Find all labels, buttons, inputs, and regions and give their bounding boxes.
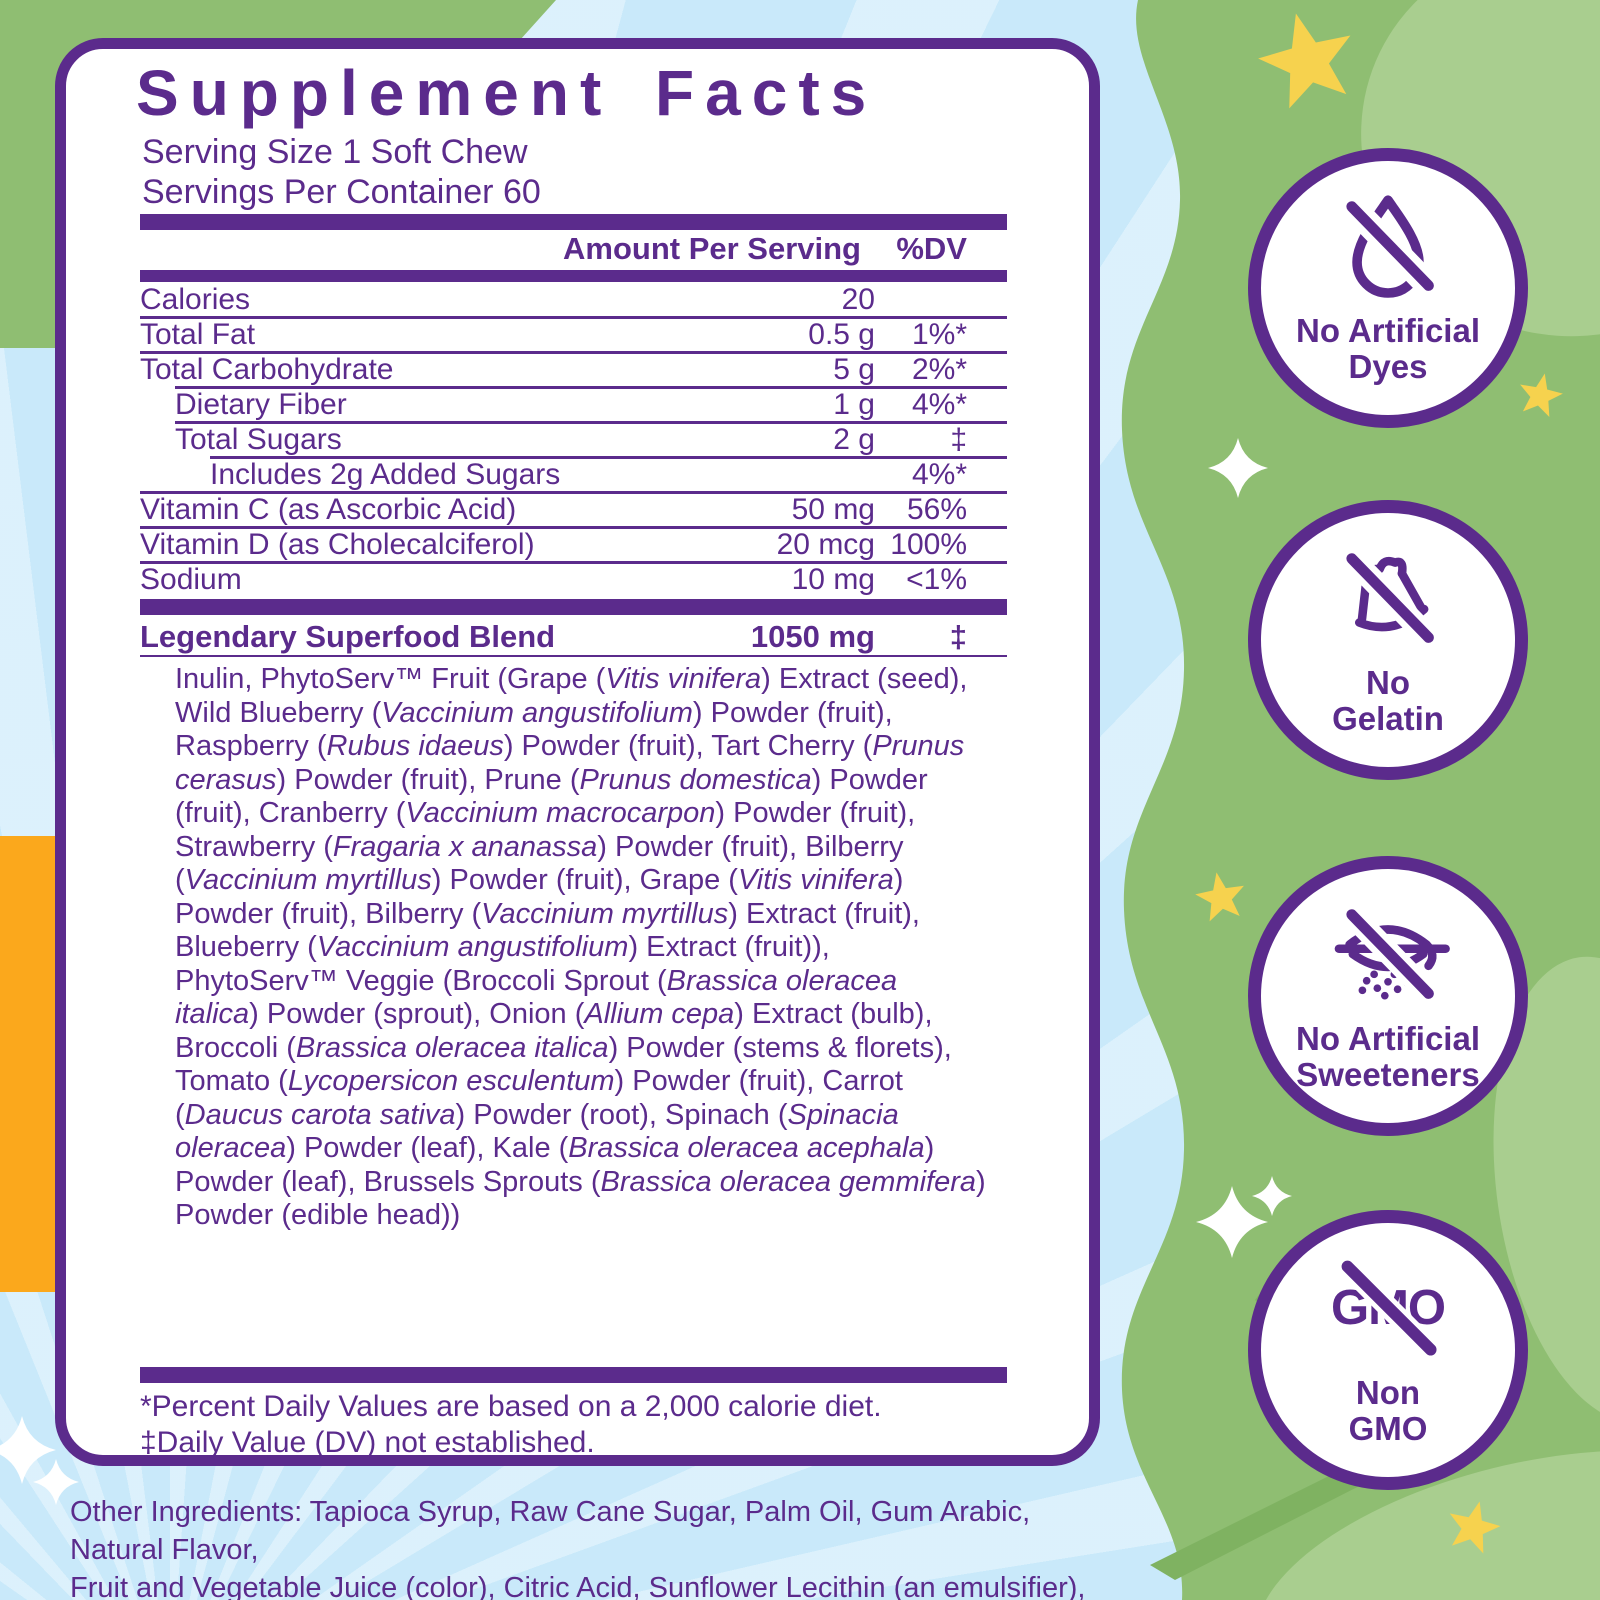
- star-icon: [1520, 373, 1563, 418]
- nutrition-cell-amount: 0.5 g: [808, 317, 875, 351]
- nutrition-row: Dietary Fiber 1 g 4%*: [140, 386, 1007, 422]
- badge-non-gmo: GMO Non GMO: [1248, 1210, 1528, 1490]
- divider-bar: [140, 1367, 1007, 1383]
- badge-label: No Gelatin: [1332, 665, 1444, 737]
- badge-no-gelatin: No Gelatin: [1248, 500, 1528, 780]
- nutrition-cell-dv: <1%: [906, 562, 967, 596]
- servings-per-container: Servings Per Container 60: [142, 173, 541, 211]
- other-ingredients: Other Ingredients: Tapioca Syrup, Raw Ca…: [70, 1493, 1100, 1600]
- nutrition-cell-label: Sodium: [140, 562, 242, 596]
- nutrition-row: Vitamin C (as Ascorbic Acid) 50 mg 56%: [140, 491, 1007, 527]
- nutrition-cell-label: Dietary Fiber: [175, 387, 347, 421]
- footnote-daily-values: *Percent Daily Values are based on a 2,0…: [140, 1390, 882, 1423]
- nutrition-row: Total Carbohydrate 5 g 2%*: [140, 351, 1007, 387]
- nutrition-rows: Calories 20 Total Fat 0.5 g 1%* Total Carbohy…: [140, 282, 1007, 597]
- badge-no-artificial-dyes: No Artificial Dyes: [1248, 148, 1528, 428]
- sparkle-icon: [1196, 1186, 1268, 1258]
- blend-amount: 1050 mg: [750, 619, 875, 654]
- blend-label: Legendary Superfood Blend: [140, 619, 556, 654]
- nutrition-cell-label: Vitamin C (as Ascorbic Acid): [140, 492, 517, 526]
- badge-no-artificial-sweeteners: No Artificial Sweeteners: [1248, 856, 1528, 1136]
- gelatin-crossed-icon: [1324, 531, 1452, 663]
- star-icon: [1258, 13, 1351, 109]
- nutrition-row: Vitamin D (as Cholecalciferol) 20 mcg 100%: [140, 526, 1007, 562]
- footnote-dv-not-established: ‡Daily Value (DV) not established.: [140, 1426, 595, 1459]
- ingredients-text: Inulin, PhytoServ™ Fruit (Grape (Vitis v…: [175, 663, 986, 1231]
- badge-label-line2: GMO: [1348, 1410, 1428, 1447]
- panel-title: Supplement Facts: [136, 57, 878, 129]
- nutrition-row: Total Fat 0.5 g 1%*: [140, 316, 1007, 352]
- nutrition-cell-amount: 20: [841, 282, 875, 316]
- sweetener-crossed-icon: [1324, 887, 1452, 1019]
- badge-label-line1: No: [1365, 664, 1410, 701]
- nutrition-cell-label: Total Fat: [140, 317, 256, 351]
- droplet-crossed-icon: [1324, 179, 1452, 311]
- other-ingredients-line2: Fruit and Vegetable Juice (color), Citri…: [70, 1572, 1086, 1600]
- badge-label: No Artificial Sweeteners: [1296, 1021, 1480, 1093]
- badge-label-line2: Gelatin: [1332, 700, 1444, 737]
- nutrition-cell-dv: 4%*: [911, 457, 967, 491]
- divider-bar: [140, 270, 1007, 282]
- badge-label-line1: Non: [1355, 1374, 1421, 1411]
- blend-dv: ‡: [949, 619, 967, 654]
- nutrition-cell-amount: 5 g: [833, 352, 875, 386]
- nutrition-cell-label: Calories: [140, 282, 251, 316]
- badge-label-line2: Dyes: [1348, 348, 1428, 385]
- nutrition-cell-dv: 100%: [890, 527, 967, 561]
- nutrition-cell-amount: 1 g: [833, 387, 875, 421]
- nutrition-cell-amount: 20 mcg: [776, 527, 875, 561]
- blend-row: Legendary Superfood Blend 1050 mg ‡: [140, 619, 1007, 657]
- star-icon: [1449, 1501, 1501, 1554]
- star-icon: [1195, 872, 1244, 922]
- divider-bar: [140, 599, 1007, 615]
- nutrition-cell-label: Total Carbohydrate: [140, 352, 394, 386]
- sparkle-icon: [1208, 438, 1268, 498]
- badge-label-line1: No Artificial: [1296, 1020, 1480, 1057]
- badge-label: Non GMO: [1349, 1375, 1428, 1447]
- badge-label-line2: Sweeteners: [1296, 1056, 1480, 1093]
- dv-header: %DV: [896, 231, 967, 266]
- gmo-crossed-icon: GMO: [1324, 1241, 1452, 1373]
- sparkle-icon: [1252, 1176, 1292, 1216]
- nutrition-cell-amount: 2 g: [833, 422, 875, 456]
- nutrition-cell-dv: ‡: [950, 422, 967, 456]
- serving-size: Serving Size 1 Soft Chew: [142, 133, 528, 171]
- nutrition-row: Total Sugars 2 g ‡: [140, 421, 1007, 457]
- amount-per-serving-header: Amount Per Serving: [563, 231, 861, 266]
- sparkle-icon: [0, 1415, 57, 1485]
- table-header: Amount Per Serving %DV: [140, 225, 1007, 269]
- nutrition-cell-amount: 50 mg: [791, 492, 875, 526]
- nutrition-cell-dv: 4%*: [911, 387, 967, 421]
- badge-label-line1: No Artificial: [1296, 312, 1480, 349]
- nutrition-cell-dv: 1%*: [911, 317, 967, 351]
- supplement-facts-panel: Supplement Facts Serving Size 1 Soft Che…: [55, 38, 1100, 1466]
- nutrition-row: Calories 20: [140, 282, 1007, 317]
- nutrition-row: Sodium 10 mg <1%: [140, 561, 1007, 597]
- dark-green-sliver: [1150, 1468, 1375, 1580]
- nutrition-cell-label: Total Sugars: [175, 422, 342, 456]
- nutrition-cell-amount: 10 mg: [791, 562, 875, 596]
- nutrition-cell-dv: 56%: [906, 492, 967, 526]
- nutrition-row: Includes 2g Added Sugars 4%*: [140, 456, 1007, 492]
- other-ingredients-line1: Other Ingredients: Tapioca Syrup, Raw Ca…: [70, 1496, 1031, 1566]
- nutrition-cell-label: Vitamin D (as Cholecalciferol): [140, 527, 535, 561]
- nutrition-cell-label: Includes 2g Added Sugars: [210, 457, 561, 491]
- badge-label: No Artificial Dyes: [1296, 313, 1480, 385]
- nutrition-cell-dv: 2%*: [911, 352, 967, 386]
